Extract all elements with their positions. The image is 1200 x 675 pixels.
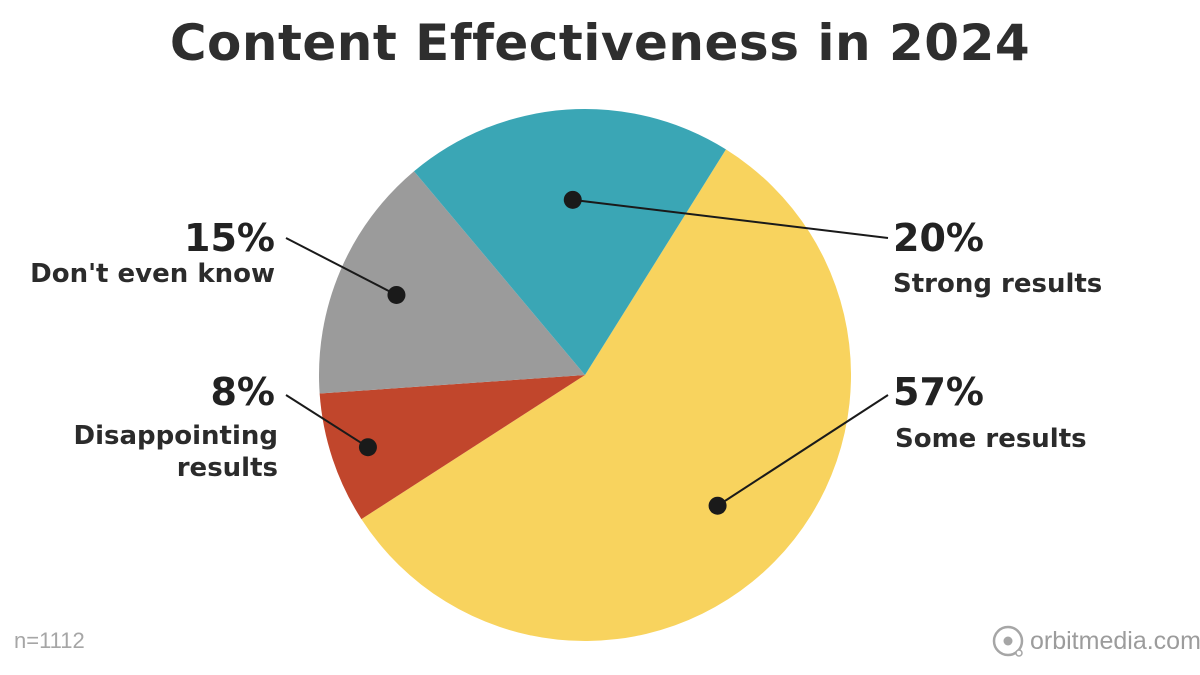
- value-label-dont-know: 15%: [184, 216, 275, 260]
- category-label-dont-know: Don't even know: [30, 259, 275, 289]
- category-label-strong: Strong results: [893, 269, 1102, 299]
- dot-strong-results: [563, 190, 582, 209]
- slice-strong-results: [414, 108, 726, 375]
- leader-strong-results: [572, 198, 889, 239]
- leader-disappointing-results: [285, 394, 369, 449]
- dot-dont-even-know: [387, 285, 406, 304]
- dot-disappointing-results: [358, 438, 377, 457]
- brand-name: orbitmedia.com: [1030, 626, 1200, 655]
- leader-dont-even-know: [285, 237, 397, 296]
- slice-disappointing-results: [319, 375, 585, 520]
- sample-size-note: n=1112: [14, 628, 85, 653]
- slice-dont-even-know: [319, 171, 585, 394]
- leader-some-results: [717, 394, 889, 507]
- brand-mark[interactable]: orbitmedia.com: [990, 622, 1200, 660]
- pie-slices: [319, 108, 852, 642]
- orbit-logo-icon: [992, 625, 1024, 657]
- leader-lines: [285, 190, 889, 515]
- category-label-some: Some results: [895, 424, 1087, 454]
- category-label-disappointing-line1: Disappointing: [74, 421, 278, 451]
- dot-some-results: [708, 496, 727, 515]
- value-label-disappointing: 8%: [210, 370, 275, 414]
- slice-some-results: [361, 149, 852, 642]
- value-label-some: 57%: [893, 370, 984, 414]
- chart-title: Content Effectiveness in 2024: [169, 14, 1031, 72]
- value-label-strong: 20%: [893, 216, 984, 260]
- category-label-disappointing-line2: results: [177, 453, 278, 483]
